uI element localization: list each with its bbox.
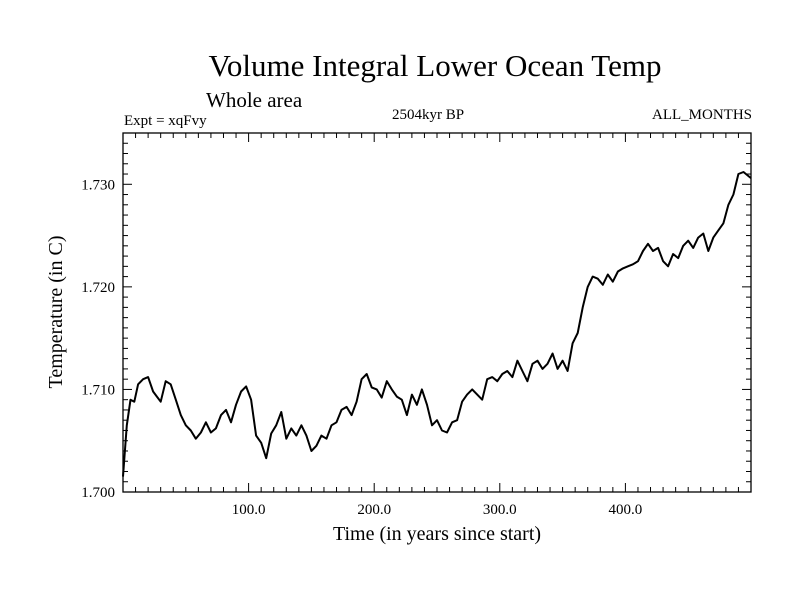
series-line <box>122 171 752 477</box>
x-tick-label: 300.0 <box>483 502 517 518</box>
chart-title: Volume Integral Lower Ocean Temp <box>208 48 662 83</box>
months-label: ALL_MONTHS <box>652 107 752 123</box>
y-tick-label: 1.730 <box>81 177 115 193</box>
y-axis-label: Temperature (in C) <box>45 236 67 389</box>
y-tick-label: 1.710 <box>81 382 115 398</box>
chart-subtitle: Whole area <box>206 88 303 112</box>
x-tick-labels: 100.0 200.0 300.0 400.0 <box>232 502 643 518</box>
tick-marks <box>123 133 751 492</box>
period-label: 2504kyr BP <box>392 107 465 123</box>
y-tick-labels: 1.700 1.710 1.720 1.730 <box>81 177 115 501</box>
x-axis-label: Time (in years since start) <box>333 523 541 545</box>
plot-frame <box>122 132 752 493</box>
x-tick-label: 200.0 <box>357 502 391 518</box>
y-tick-label: 1.720 <box>81 280 115 296</box>
x-tick-label: 400.0 <box>609 502 643 518</box>
x-tick-label: 100.0 <box>232 502 266 518</box>
experiment-label: Expt = xqFvy <box>124 113 207 129</box>
y-tick-label: 1.700 <box>81 485 115 501</box>
